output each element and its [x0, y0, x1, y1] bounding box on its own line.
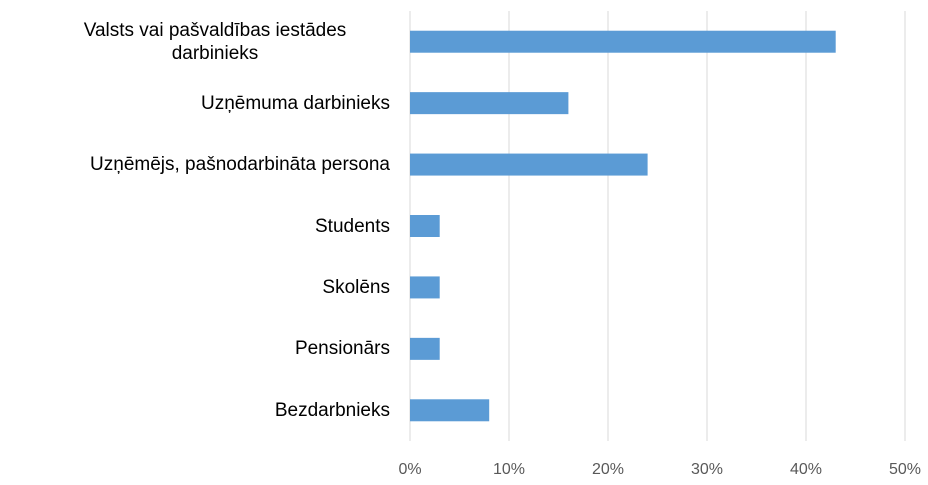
x-tick-label: 40% — [789, 461, 823, 478]
bar — [410, 337, 440, 360]
bar — [410, 399, 490, 422]
y-tick-label: Students — [0, 196, 390, 256]
y-tick-label-text: Valsts vai pašvaldības iestādes darbinie… — [83, 19, 347, 64]
x-tick-label: 30% — [690, 461, 724, 478]
y-tick-label: Bezdarbnieks — [0, 380, 390, 440]
y-tick-label: Skolēns — [0, 257, 390, 317]
y-tick-label: Pensionārs — [0, 319, 390, 379]
y-tick-label-text: Uzņēmējs, pašnodarbināta persona — [90, 154, 390, 176]
y-tick-label: Valsts vai pašvaldības iestādes darbinie… — [0, 12, 390, 72]
x-tick-label: 10% — [492, 461, 526, 478]
y-tick-label: Uzņēmuma darbinieks — [0, 73, 390, 133]
bar — [410, 92, 569, 115]
x-tick-label: 20% — [591, 461, 625, 478]
y-tick-label-text: Bezdarbnieks — [274, 399, 390, 421]
bar — [410, 153, 648, 176]
y-tick-label-text: Pensionārs — [294, 338, 390, 360]
bar — [410, 276, 440, 299]
y-tick-label-text: Uzņēmuma darbinieks — [200, 92, 390, 114]
bar — [410, 30, 836, 53]
y-tick-label: Uzņēmējs, pašnodarbināta persona — [0, 135, 390, 195]
y-tick-label-text: Students — [315, 215, 390, 237]
x-tick-label: 0% — [398, 461, 422, 478]
y-tick-label-text: Skolēns — [322, 276, 390, 298]
bar — [410, 215, 440, 237]
x-tick-label: 50% — [888, 461, 922, 478]
